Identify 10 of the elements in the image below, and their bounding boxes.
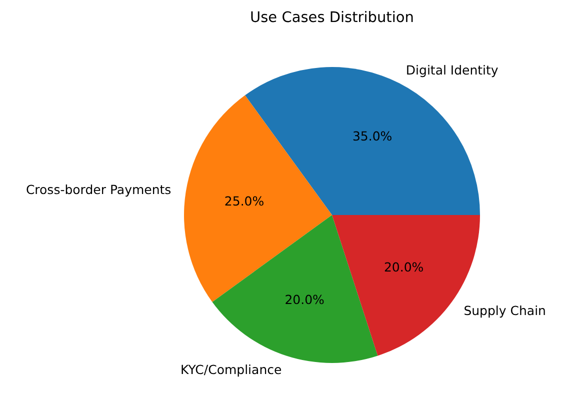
data-label: 20.0% xyxy=(284,292,325,307)
data-label: 35.0% xyxy=(352,128,392,144)
data-label: 25.0% xyxy=(224,193,264,208)
chart-title: Use Cases Distribution xyxy=(250,10,414,26)
slice-label: Supply Chain xyxy=(464,303,546,318)
slice-label: KYC/Compliance xyxy=(180,362,282,378)
data-label: 20.0% xyxy=(384,260,424,275)
pie-slice xyxy=(212,215,378,363)
slice-label: Cross-border Payments xyxy=(26,182,172,197)
slice-label: Digital Identity xyxy=(406,62,499,78)
